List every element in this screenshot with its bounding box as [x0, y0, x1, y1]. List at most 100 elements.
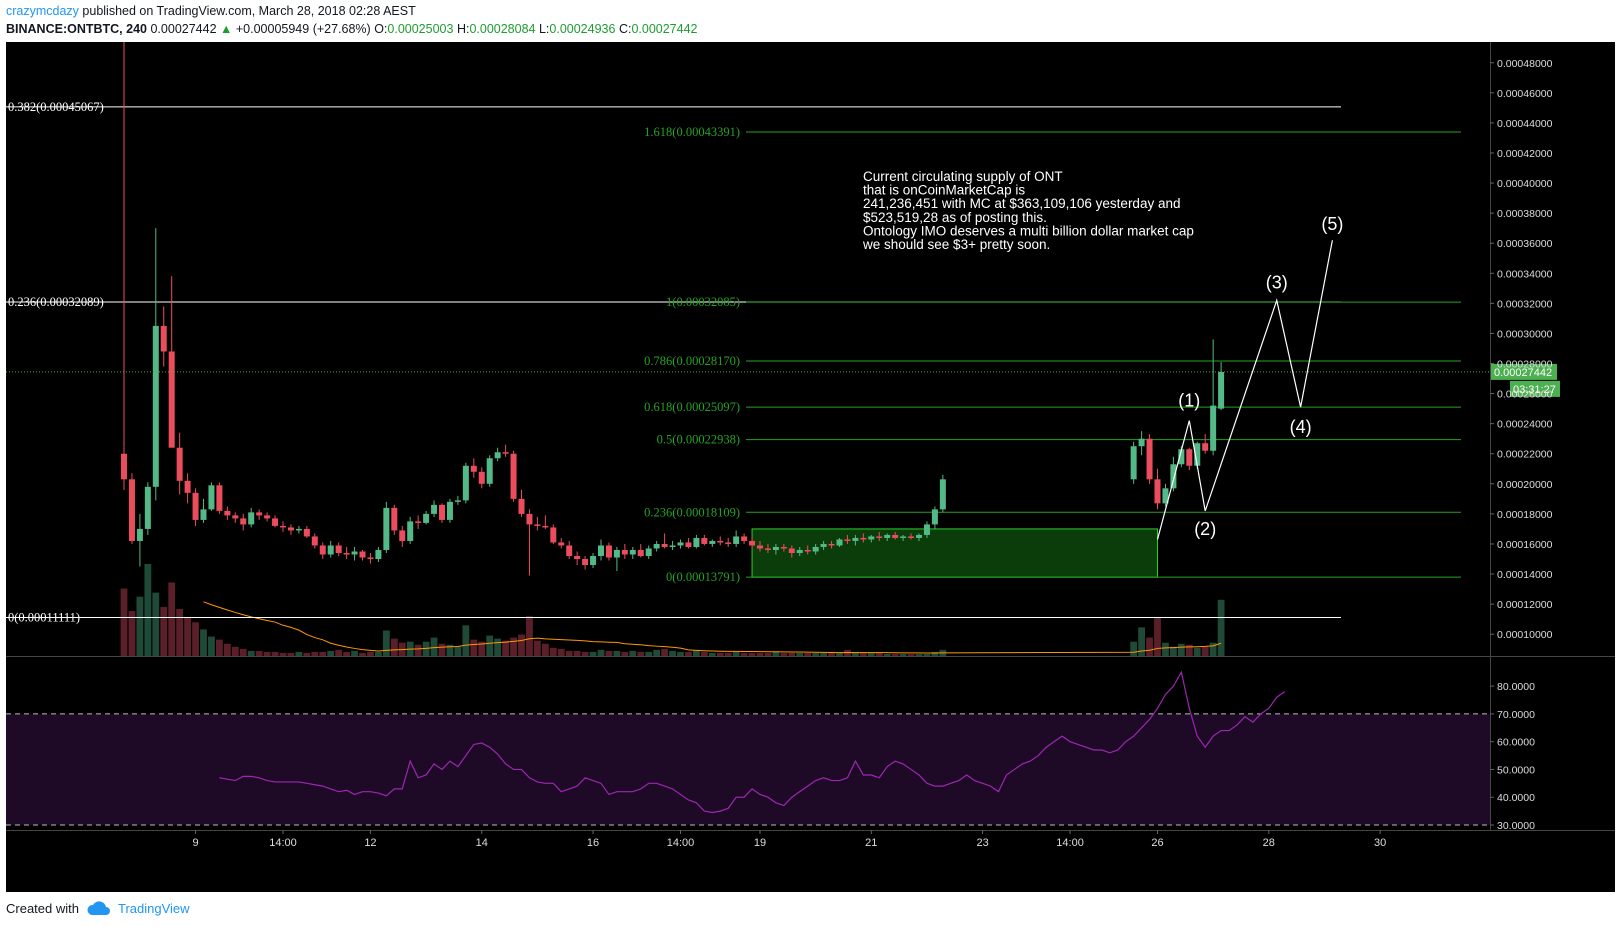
volume-bar	[812, 652, 820, 656]
countdown-label: 03:31:27	[1513, 384, 1556, 396]
close-label: C:	[618, 22, 632, 36]
time-tick-label: 12	[364, 837, 376, 849]
candle-body	[653, 543, 660, 549]
price-tick-label: 0.00042000	[1497, 148, 1553, 160]
time-tick-label: 28	[1263, 837, 1275, 849]
candle-body	[804, 549, 811, 552]
candle-body	[605, 545, 612, 558]
volume-bar	[271, 651, 279, 656]
candle-body	[1130, 446, 1137, 480]
annotation-line: we should see $3+ pretty soon.	[862, 237, 1050, 252]
candle-body	[367, 557, 374, 560]
volume-bar	[1130, 641, 1138, 656]
rsi-tick-label: 60.0000	[1497, 737, 1535, 749]
volume-bar	[931, 651, 939, 656]
volume-bar	[160, 606, 168, 656]
low-label: L:	[538, 22, 550, 36]
candle-body	[1202, 443, 1209, 451]
time-tick-label: 14:00	[1056, 837, 1084, 849]
volume-bar	[605, 650, 613, 656]
volume-bar	[796, 652, 804, 656]
candle-body	[1154, 479, 1161, 504]
candle-body	[669, 545, 676, 547]
price-tick-label: 0.00044000	[1497, 118, 1553, 130]
volume-bar	[446, 644, 454, 656]
time-tick-label: 30	[1374, 837, 1386, 849]
volume-bar	[645, 651, 653, 656]
fib-level-label: 0.786(0.00028170)	[644, 354, 740, 368]
candle-body	[351, 551, 358, 555]
candle-body	[423, 513, 430, 523]
candle-body	[788, 548, 795, 553]
candle-body	[637, 549, 644, 556]
candle-body	[486, 458, 493, 484]
annotation-line: 241,236,451 with MC at $363,109,106 yest…	[863, 196, 1180, 211]
volume-bar	[724, 652, 732, 656]
volume-bar	[708, 652, 716, 656]
created-with-label: Created with	[6, 901, 79, 916]
candle-body	[1146, 438, 1153, 480]
candle-body	[264, 515, 271, 519]
tradingview-link[interactable]: TradingView	[118, 901, 190, 916]
volume-bar	[502, 640, 509, 656]
time-tick-label: 14:00	[269, 837, 297, 849]
volume-bar	[430, 637, 438, 656]
candle-body	[860, 537, 867, 540]
price-tick-label: 0.00018000	[1497, 509, 1553, 521]
price-tick-label: 0.00024000	[1497, 419, 1553, 431]
volume-bar	[1138, 627, 1145, 656]
price-tick-label: 0.00016000	[1497, 539, 1553, 551]
candle-body	[582, 559, 589, 566]
candle-body	[733, 536, 740, 544]
publish-line: crazymcdazy published on TradingView.com…	[6, 4, 416, 18]
time-tick-label: 23	[976, 837, 988, 849]
candle-body	[128, 479, 135, 541]
candle-body	[1186, 449, 1193, 466]
volume-bar	[351, 650, 358, 656]
rsi-tick-label: 30.0000	[1497, 820, 1535, 832]
last-price: 0.00027442	[150, 22, 217, 36]
chart-header: crazymcdazy published on TradingView.com…	[0, 0, 1621, 42]
up-arrow-icon: ▲	[220, 22, 233, 36]
candle-body	[1210, 405, 1217, 451]
volume-bar	[1170, 646, 1177, 656]
annotation-line: Ontology IMO deserves a multi billion do…	[863, 223, 1194, 238]
accumulation-range-box	[751, 528, 1158, 578]
candle-body	[868, 536, 875, 540]
candle-body	[828, 543, 835, 546]
candle-body	[900, 536, 907, 538]
time-tick-label: 16	[587, 837, 599, 849]
volume-bar	[152, 592, 160, 656]
author-link[interactable]: crazymcdazy	[6, 4, 79, 18]
volume-bar	[621, 651, 629, 656]
candle-body	[852, 537, 859, 541]
volume-bar	[1201, 646, 1209, 656]
volume-bar	[343, 651, 350, 656]
chart-area[interactable]: 0.382(0.00045067) 0.236(0.00032089) 0(0.00…	[6, 42, 1615, 892]
candle-body	[256, 512, 263, 516]
volume-bar	[693, 649, 700, 656]
candle-body	[510, 453, 517, 499]
volume-bar	[748, 652, 756, 656]
volume-bar	[899, 653, 907, 656]
candle-body	[717, 540, 724, 543]
candle-body	[741, 536, 748, 541]
fib-level-label: 0.618(0.00025097)	[644, 400, 740, 414]
volume-bar	[852, 651, 859, 656]
price-tick-label: 0.00028000	[1497, 359, 1553, 371]
candle-body	[431, 504, 438, 514]
candle-body	[1218, 371, 1225, 409]
volume-bar	[669, 650, 676, 656]
volume-bar	[557, 648, 565, 656]
volume-bar	[247, 650, 255, 656]
candle-body	[335, 545, 342, 553]
price-tick-label: 0.00034000	[1497, 268, 1553, 280]
volume-bar	[541, 643, 549, 656]
high-label: H:	[456, 22, 470, 36]
volume-bar	[287, 652, 295, 656]
candle-body	[439, 504, 445, 520]
candle-body	[454, 500, 461, 502]
candle-body	[613, 549, 620, 558]
chart-svg[interactable]: 0.382(0.00045067) 0.236(0.00032089) 0(0.00…	[6, 42, 1615, 892]
volume-bar	[1193, 647, 1201, 656]
